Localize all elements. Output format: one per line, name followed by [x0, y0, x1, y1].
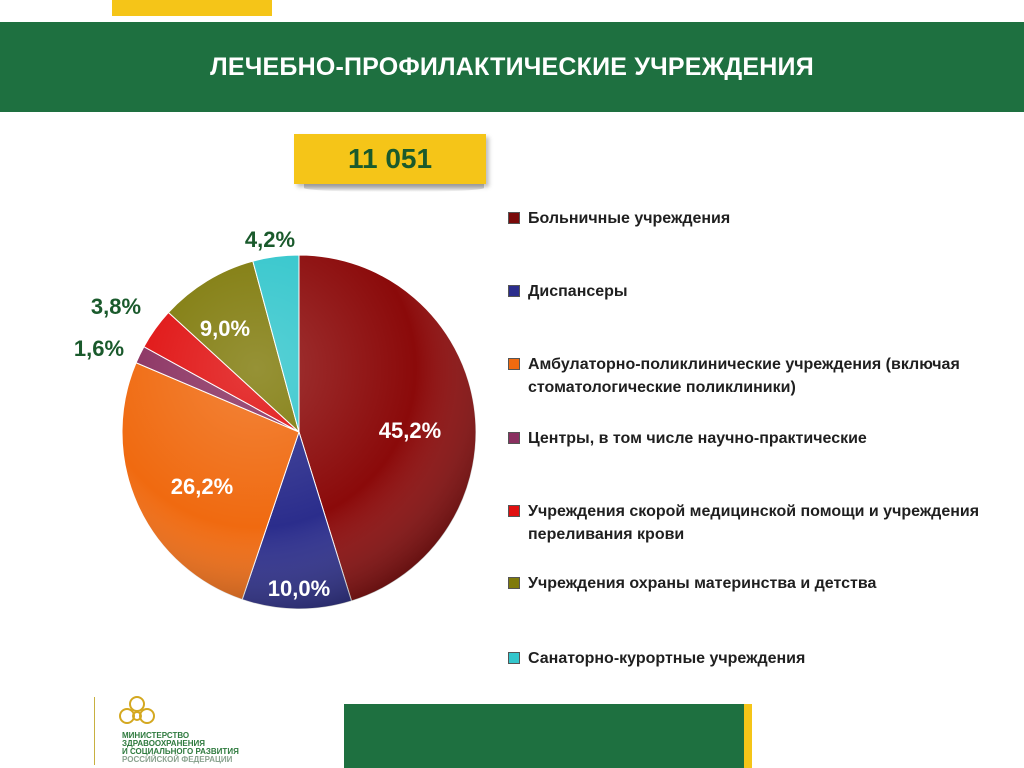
- ministry-name-line-3: И СОЦИАЛЬНОГО РАЗВИТИЯ: [122, 747, 239, 756]
- legend-item-hospitals: Больничные учреждения: [508, 207, 998, 230]
- legend-item-sanatorium: Санаторно-курортные учреждения: [508, 647, 998, 670]
- page-title: ЛЕЧЕБНО-ПРОФИЛАКТИЧЕСКИЕ УЧРЕЖДЕНИЯ: [210, 52, 814, 81]
- pie-label-hospitals: 45,2%: [379, 418, 441, 443]
- chart-legend: Больничные учреждения Диспансеры Амбулат…: [508, 0, 1008, 768]
- legend-label-emergency: Учреждения скорой медицинской помощи и у…: [528, 503, 980, 543]
- legend-item-maternity: Учреждения охраны материнства и детства: [508, 572, 998, 595]
- footer-accent-bar: [744, 704, 752, 768]
- legend-item-centers: Центры, в том числе научно-практические: [508, 427, 998, 450]
- pie-label-maternity: 9,0%: [200, 316, 250, 341]
- ministry-name-line-4: РОССИЙСКОЙ ФЕДЕРАЦИИ: [122, 755, 233, 764]
- legend-label-maternity: Учреждения охраны материнства и детства: [528, 575, 877, 592]
- legend-swatch-dispensaries: [508, 285, 520, 297]
- pie-label-outpatient: 26,2%: [171, 474, 233, 499]
- legend-swatch-hospitals: [508, 212, 520, 224]
- legend-label-centers: Центры, в том числе научно-практические: [528, 430, 867, 447]
- legend-swatch-maternity: [508, 577, 520, 589]
- pie-label-sanatorium: 4,2%: [245, 227, 295, 252]
- legend-swatch-emergency: [508, 505, 520, 517]
- total-value: 11 051: [347, 143, 433, 174]
- legend-label-sanatorium: Санаторно-курортные учреждения: [528, 650, 806, 667]
- ministry-name-line-2: ЗДРАВООХРАНЕНИЯ: [122, 739, 205, 748]
- legend-swatch-sanatorium: [508, 652, 520, 664]
- pie-label-emergency: 3,8%: [91, 294, 141, 319]
- legend-item-outpatient: Амбулаторно-поликлинические учреждения (…: [508, 353, 998, 399]
- footer-band: [344, 704, 744, 768]
- pie-label-centers: 1,6%: [74, 336, 124, 361]
- total-badge-shadow: [304, 184, 484, 192]
- legend-label-outpatient: Амбулаторно-поликлинические учреждения (…: [528, 356, 960, 396]
- ministry-name: МИНИСТЕРСТВО ЗДРАВООХРАНЕНИЯ И СОЦИАЛЬНО…: [122, 732, 322, 764]
- ministry-emblem-icon: [119, 696, 155, 724]
- ministry-name-line-1: МИНИСТЕРСТВО: [122, 731, 190, 740]
- legend-item-dispensaries: Диспансеры: [508, 280, 998, 303]
- pie-label-dispensaries: 10,0%: [268, 576, 330, 601]
- legend-label-dispensaries: Диспансеры: [528, 283, 628, 300]
- legend-label-hospitals: Больничные учреждения: [528, 210, 731, 227]
- top-accent-bar: [112, 0, 272, 16]
- total-badge: 11 051: [294, 134, 486, 184]
- legend-swatch-centers: [508, 432, 520, 444]
- legend-item-emergency: Учреждения скорой медицинской помощи и у…: [508, 500, 998, 546]
- footer-divider: [94, 697, 95, 765]
- legend-swatch-outpatient: [508, 358, 520, 370]
- header-band: ЛЕЧЕБНО-ПРОФИЛАКТИЧЕСКИЕ УЧРЕЖДЕНИЯ: [0, 22, 1024, 112]
